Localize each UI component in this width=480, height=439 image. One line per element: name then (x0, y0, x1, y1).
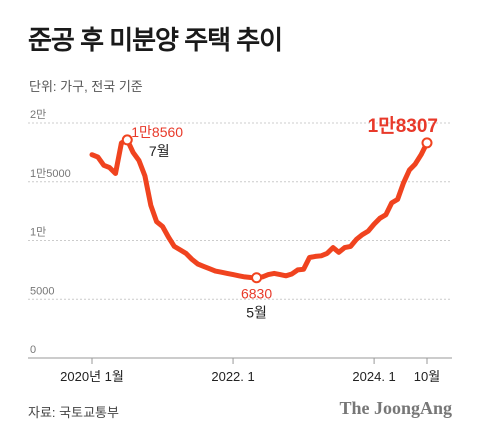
annotation-value-label: 6830 (241, 286, 272, 302)
annotation-marker (421, 137, 433, 149)
annotation-value-label: 1만8307 (368, 115, 438, 137)
x-tick-label: 2022. 1 (211, 369, 254, 384)
source-note: 자료: 국토교통부 (28, 405, 119, 420)
annotations-layer: 1만8560 7월 6830 5월 1만8307 (121, 115, 438, 321)
annotation-value-label: 1만8560 (131, 124, 183, 140)
annotation-date-label: 5월 (246, 305, 267, 321)
series-layer (89, 137, 430, 281)
x-tick-label: 10월 (414, 369, 440, 384)
x-axis-ticks: 2020년 1월 2022. 1 2024. 1 10월 (60, 358, 440, 384)
y-tick-label: 0 (30, 344, 36, 356)
y-tick-label: 2만 (30, 108, 46, 121)
publisher-logo: The JoongAng (339, 398, 452, 418)
unit-note: 단위: 가구, 전국 기준 (29, 79, 143, 94)
annotation-marker (121, 134, 133, 146)
series-line (89, 137, 430, 281)
chart-grid (28, 122, 452, 359)
chart-title: 준공 후 미분양 주택 추이 (28, 25, 283, 55)
annotation-marker (251, 272, 263, 284)
y-tick-label: 1만5000 (30, 167, 71, 180)
x-tick-label: 2020년 1월 (60, 369, 124, 384)
annotation-date-label: 7월 (149, 143, 170, 159)
y-tick-label: 5000 (30, 285, 54, 297)
x-tick-label: 2024. 1 (352, 369, 395, 384)
y-tick-label: 1만 (30, 226, 46, 239)
